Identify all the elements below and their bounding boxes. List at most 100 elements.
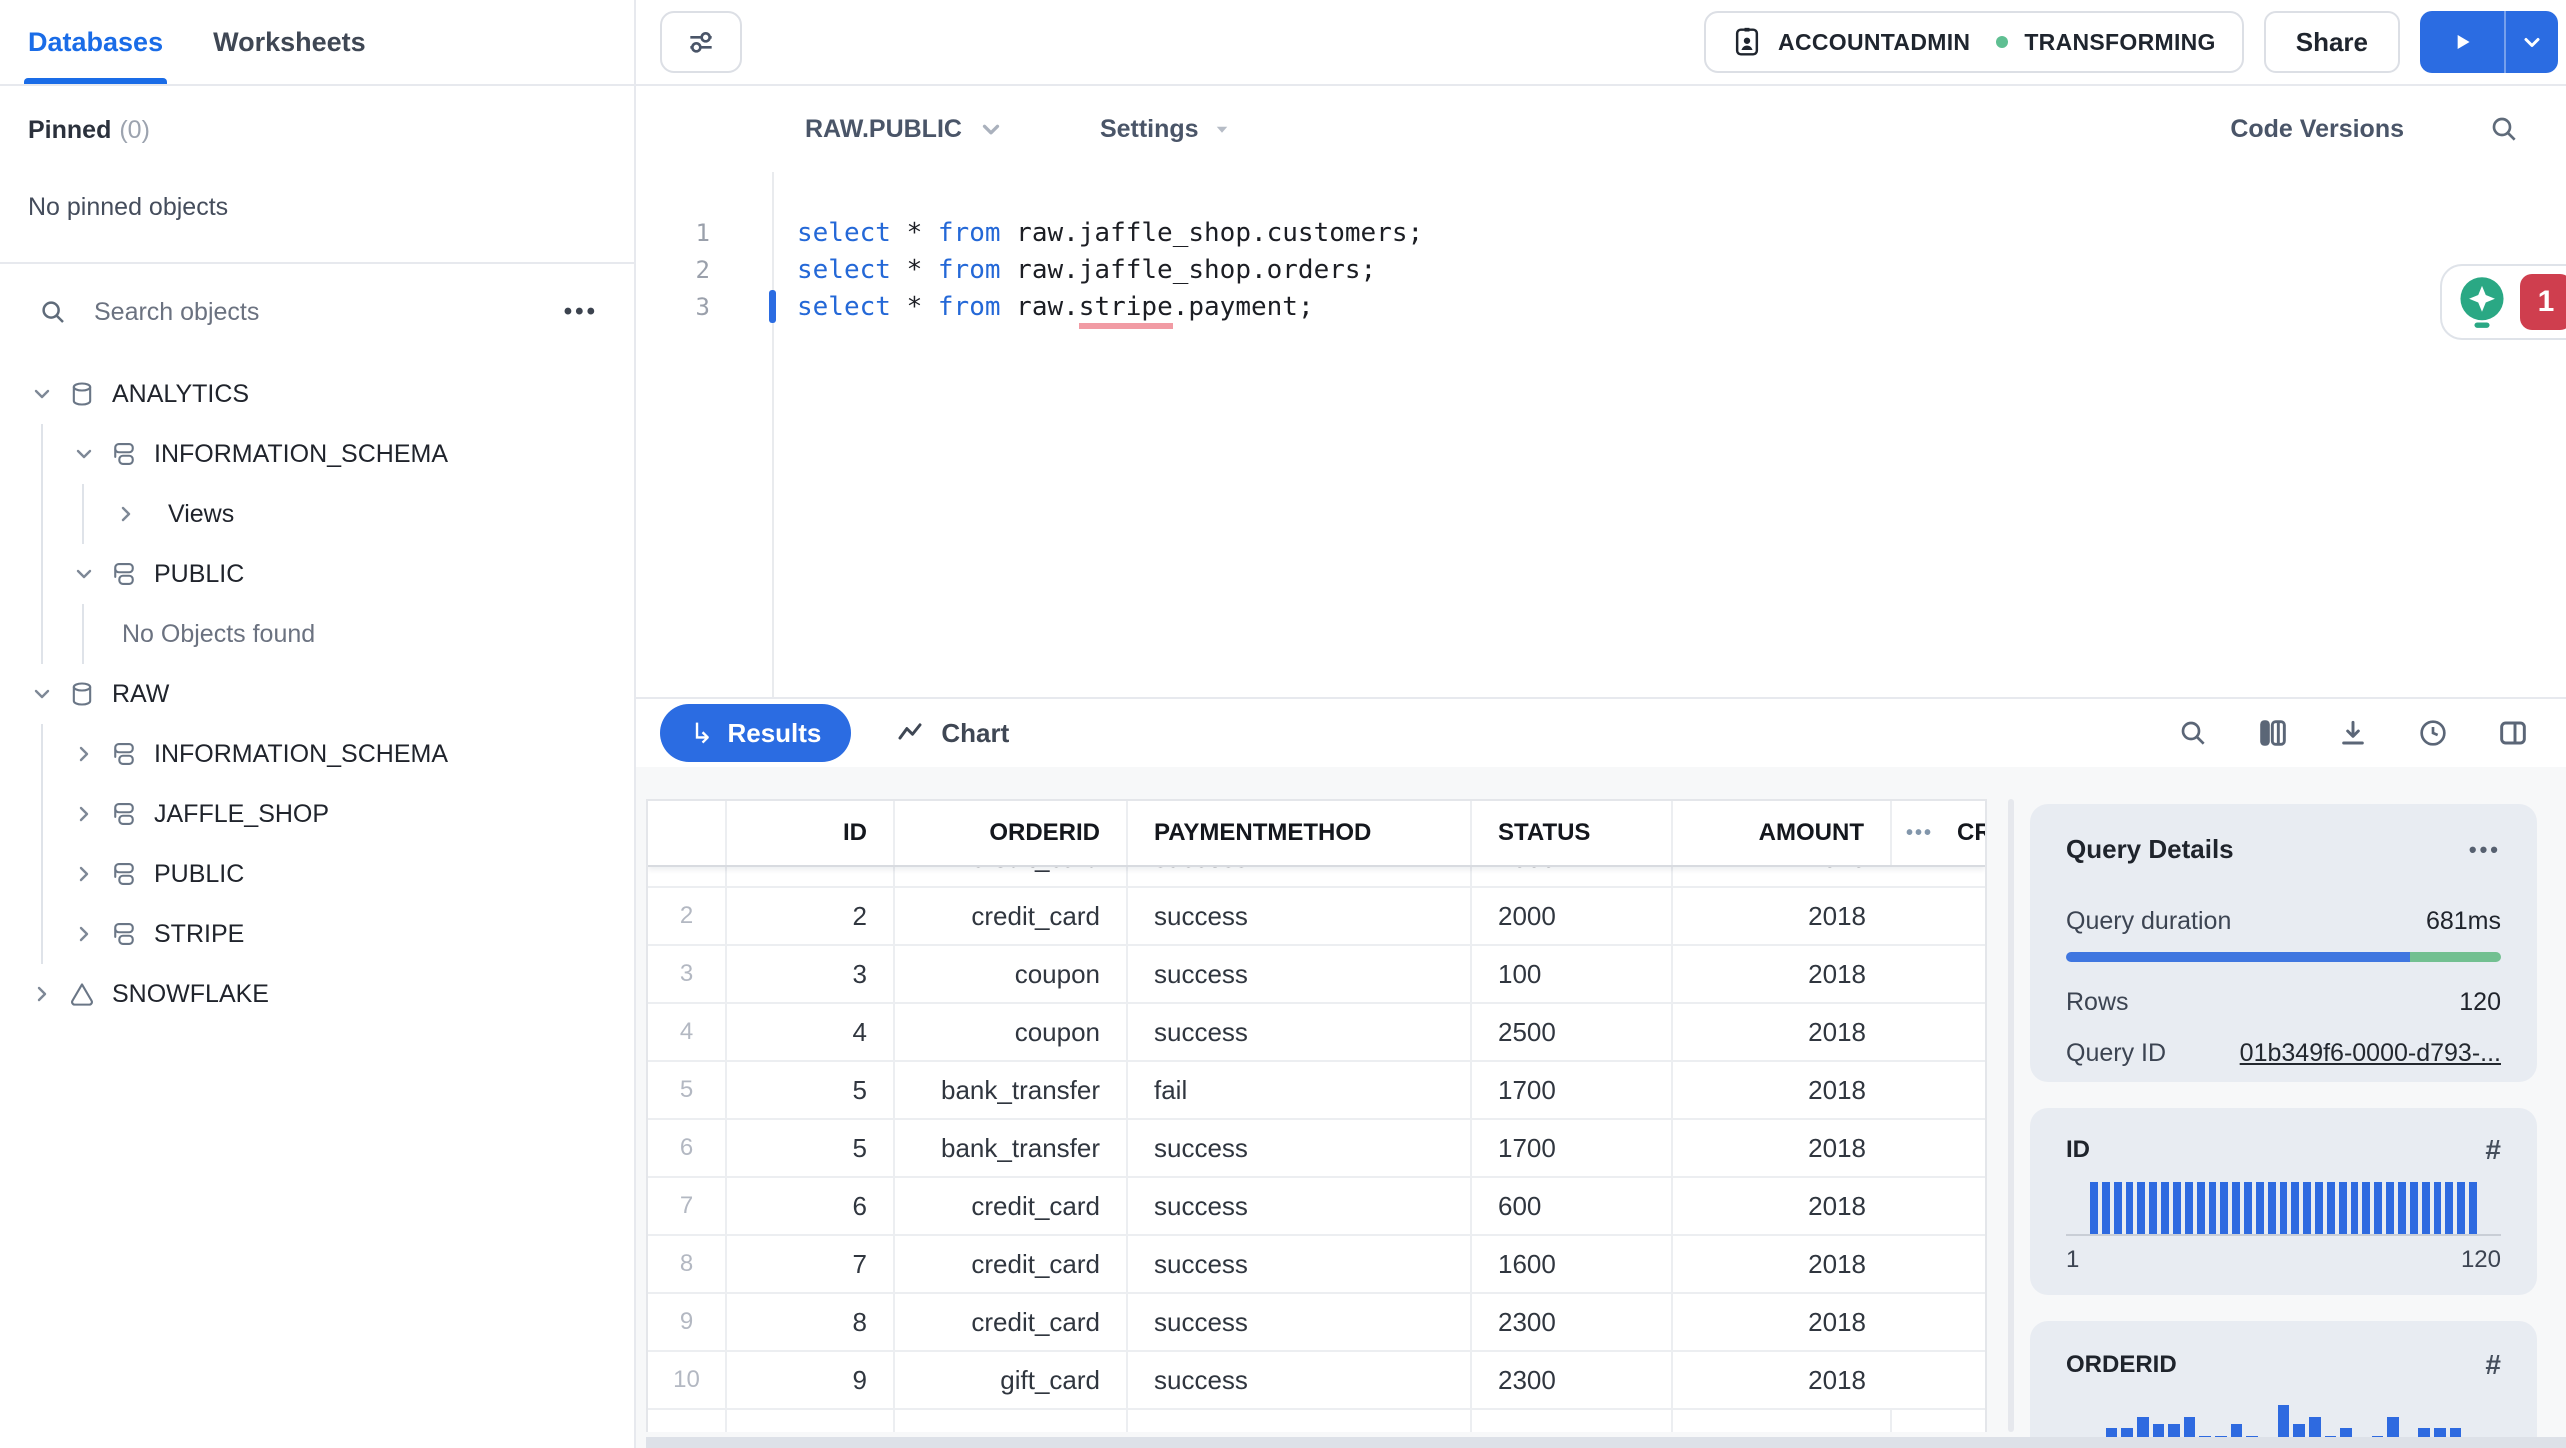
tree-item-public[interactable]: PUBLIC <box>0 844 634 904</box>
download-icon[interactable] <box>2336 716 2370 750</box>
cell-orderid[interactable]: gift_card <box>895 1352 1128 1408</box>
cell-status[interactable]: 1000 <box>1472 867 1673 886</box>
search-results-icon[interactable] <box>2176 716 2210 750</box>
column-header-amount[interactable]: AMOUNT <box>1673 801 1892 865</box>
settings-dropdown[interactable]: Settings <box>1100 115 1231 144</box>
cell-id[interactable]: 3 <box>727 946 895 1002</box>
table-row-4[interactable]: 4 4 coupon success 2500 2018 <box>648 1004 1985 1062</box>
cell-status[interactable]: 1700 <box>1472 1062 1673 1118</box>
column-header-paymentmethod[interactable]: PAYMENTMETHOD <box>1128 801 1472 865</box>
row-number[interactable]: 8 <box>648 1236 727 1292</box>
tree-item-raw[interactable]: RAW <box>0 664 634 724</box>
cell-id[interactable]: 6 <box>727 1178 895 1234</box>
cell-orderid[interactable]: credit_card <box>895 1178 1128 1234</box>
cell-amount[interactable]: 2018 <box>1808 1190 1866 1221</box>
chevron-right-icon[interactable] <box>72 862 96 886</box>
cell-amount[interactable]: 2018 <box>1808 900 1866 931</box>
filters-button[interactable] <box>660 11 742 73</box>
cell-paymentmethod[interactable]: success <box>1128 946 1472 1002</box>
cell-amount[interactable]: 2018 <box>1808 1248 1866 1279</box>
cell-paymentmethod[interactable]: success <box>1128 1236 1472 1292</box>
cell-id[interactable]: 5 <box>727 1062 895 1118</box>
context-selector[interactable]: RAW.PUBLIC <box>805 115 1004 144</box>
row-number[interactable]: 2 <box>648 888 727 944</box>
row-number[interactable]: 4 <box>648 1004 727 1060</box>
tab-chart[interactable]: Chart <box>895 718 1009 749</box>
cell-amount[interactable]: 2018 <box>1808 1306 1866 1337</box>
cell-paymentmethod[interactable]: success <box>1128 1352 1472 1408</box>
table-horizontal-scrollbar[interactable] <box>646 1437 2566 1448</box>
row-number[interactable]: 6 <box>648 1120 727 1176</box>
tree-item-public[interactable]: PUBLIC <box>0 544 634 604</box>
table-row-8[interactable]: 8 7 credit_card success 1600 2018 <box>648 1236 1985 1294</box>
row-number[interactable]: 3 <box>648 946 727 1002</box>
cell-amount[interactable]: 2018 <box>1808 1364 1866 1395</box>
column-header-status[interactable]: STATUS <box>1472 801 1673 865</box>
cell-paymentmethod[interactable]: success <box>1128 888 1472 944</box>
sidebar-more-menu[interactable]: ••• <box>563 298 598 325</box>
column-header-orderid[interactable]: ORDERID <box>895 801 1128 865</box>
cell-paymentmethod[interactable]: success <box>1128 1120 1472 1176</box>
code-line-1[interactable]: 1 select * from raw.jaffle_shop.customers… <box>636 214 2566 251</box>
cell-orderid[interactable]: credit_card <box>895 1236 1128 1292</box>
table-row-10[interactable]: 10 9 gift_card success 2300 2018 <box>648 1352 1985 1410</box>
table-vertical-scrollbar[interactable] <box>2008 799 2014 1432</box>
share-button[interactable]: Share <box>2263 11 2400 73</box>
query-history-icon[interactable] <box>2416 716 2450 750</box>
cell-amount[interactable]: 2018 <box>1808 1016 1866 1047</box>
cell-status[interactable]: 2300 <box>1472 1352 1673 1408</box>
chevron-right-icon[interactable] <box>72 802 96 826</box>
tree-item-snowflake[interactable]: SNOWFLAKE <box>0 964 634 1024</box>
cell-status[interactable]: 2300 <box>1472 1294 1673 1350</box>
row-number[interactable]: 9 <box>648 1294 727 1350</box>
chevron-down-icon[interactable] <box>30 382 54 406</box>
cell-paymentmethod[interactable]: success <box>1128 867 1472 886</box>
row-number[interactable]: 7 <box>648 1178 727 1234</box>
cell-id[interactable]: 2 <box>727 888 895 944</box>
search-objects-input[interactable]: Search objects <box>94 297 260 326</box>
chevron-right-icon[interactable] <box>72 922 96 946</box>
row-number[interactable]: 5 <box>648 1062 727 1118</box>
cell-status[interactable]: 1600 <box>1472 1236 1673 1292</box>
chevron-right-icon[interactable] <box>72 742 96 766</box>
table-row-2[interactable]: 2 2 credit_card success 2000 2018 <box>648 888 1985 946</box>
cell-orderid[interactable]: credit_card <box>895 1294 1128 1350</box>
query-details-menu[interactable]: ••• <box>2468 836 2501 862</box>
cell-amount[interactable]: 2018 <box>1808 958 1866 989</box>
cell-orderid[interactable]: credit_card <box>895 888 1128 944</box>
tree-item-information-schema[interactable]: INFORMATION_SCHEMA <box>0 424 634 484</box>
run-options-button[interactable] <box>2506 11 2558 73</box>
tree-item-jaffle-shop[interactable]: JAFFLE_SHOP <box>0 784 634 844</box>
chevron-right-icon[interactable] <box>30 982 54 1006</box>
row-number[interactable]: 10 <box>648 1352 727 1408</box>
role-warehouse-selector[interactable]: ACCOUNTADMIN TRANSFORMING <box>1704 11 2244 73</box>
cell-status[interactable]: 600 <box>1472 1178 1673 1234</box>
cell-paymentmethod[interactable]: success <box>1128 1294 1472 1350</box>
tree-item-information-schema[interactable]: INFORMATION_SCHEMA <box>0 724 634 784</box>
cell-status[interactable]: 2000 <box>1472 888 1673 944</box>
column-header-created[interactable]: ••• CREATED <box>1892 801 1985 865</box>
column-header-rownum[interactable] <box>648 801 727 865</box>
code-line-3[interactable]: 3 select * from raw.stripe.payment; <box>636 288 2566 329</box>
columns-icon[interactable] <box>2256 716 2290 750</box>
cell-orderid[interactable]: coupon <box>895 946 1128 1002</box>
cell-paymentmethod[interactable]: success <box>1128 1004 1472 1060</box>
copilot-hint-widget[interactable]: 1 <box>2440 264 2566 340</box>
table-row-3[interactable]: 3 3 coupon success 100 2018 <box>648 946 1985 1004</box>
code-line-2[interactable]: 2 select * from raw.jaffle_shop.orders; <box>636 251 2566 288</box>
tree-item-stripe[interactable]: STRIPE <box>0 904 634 964</box>
tree-item-analytics[interactable]: ANALYTICS <box>0 364 634 424</box>
table-row-9[interactable]: 9 8 credit_card success 2300 2018 <box>648 1294 1985 1352</box>
run-button[interactable] <box>2420 11 2504 73</box>
cell-orderid[interactable]: bank_transfer <box>895 1120 1128 1176</box>
chevron-right-icon[interactable] <box>114 502 138 526</box>
tab-worksheets[interactable]: Worksheets <box>213 26 366 57</box>
tab-databases[interactable]: Databases <box>23 0 168 84</box>
cell-status[interactable]: 2500 <box>1472 1004 1673 1060</box>
column-header-id[interactable]: ID <box>727 801 895 865</box>
sql-editor[interactable]: 1 select * from raw.jaffle_shop.customers… <box>636 172 2566 697</box>
cell-orderid[interactable]: credit_card <box>895 867 1128 886</box>
split-panel-icon[interactable] <box>2496 716 2530 750</box>
tree-item-views[interactable]: Views <box>0 484 634 544</box>
cell-status[interactable]: 100 <box>1472 946 1673 1002</box>
